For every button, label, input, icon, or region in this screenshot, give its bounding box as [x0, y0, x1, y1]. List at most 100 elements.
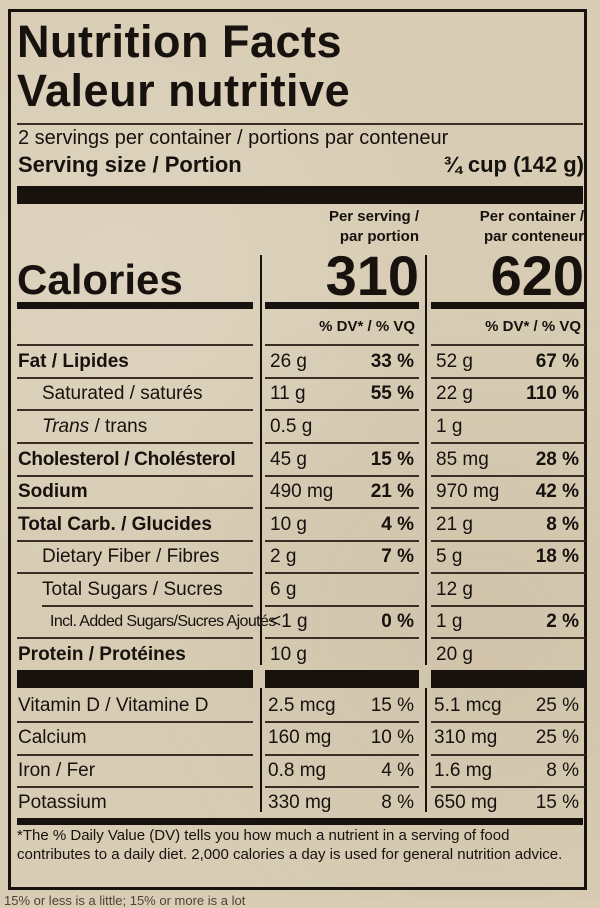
column-divider	[260, 688, 262, 812]
nutrient-name: Saturated / saturés	[42, 383, 203, 404]
column-divider	[260, 255, 262, 665]
container-dv: 8 %	[546, 514, 579, 535]
row-divider	[431, 572, 585, 574]
row-divider	[265, 475, 419, 477]
row-divider	[431, 344, 585, 346]
serving-dv: 0 %	[381, 611, 414, 632]
title-french: Valeur nutritive	[17, 65, 351, 116]
row-divider	[17, 409, 253, 411]
serving-amount: 0.5 g	[270, 416, 313, 437]
col-per-container-line2: par conteneur	[483, 228, 584, 245]
dv-header-container: % DV* / % VQ	[485, 318, 581, 335]
container-amount: 1 g	[436, 611, 463, 632]
row-divider	[431, 754, 585, 756]
container-amount: 1 g	[436, 416, 463, 437]
footnote-text: *The % Daily Value (DV) tells you how mu…	[17, 827, 563, 863]
thick-divider	[431, 670, 585, 688]
row-divider	[17, 344, 253, 346]
row-divider	[17, 721, 253, 723]
calories-per-serving: 310	[325, 244, 419, 307]
container-dv: 25 %	[535, 727, 579, 748]
row-divider	[42, 605, 253, 607]
vitamin-row-calcium: Calcium 160 mg 10 % 310 mg 25 %	[0, 722, 600, 754]
nutrient-row-trans: Trans / trans 0.5 g 1 g	[0, 411, 600, 443]
calories-bar	[265, 302, 419, 309]
container-amount: 1.6 mg	[434, 760, 493, 781]
nutrient-name: Cholesterol / Cholésterol	[18, 449, 236, 470]
divider	[17, 123, 583, 125]
container-dv: 67 %	[535, 351, 579, 372]
servings-per-container: 2 servings per container / portions par …	[18, 127, 449, 149]
row-divider	[431, 786, 585, 788]
nutrient-row-fiber: Dietary Fiber / Fibres 2 g 7 % 5 g 18 %	[0, 541, 600, 573]
nutrient-row-added-sugars: Incl. Added Sugars/Sucres Ajoutés <1 g 0…	[0, 606, 600, 638]
col-per-container-header: Per container / par conteneur	[480, 207, 584, 247]
calories-bar	[17, 302, 253, 309]
vitamin-row-potassium: Potassium 330 mg 8 % 650 mg 15 %	[0, 787, 600, 819]
thick-divider	[17, 186, 583, 204]
serving-size-label: Serving size / Portion	[18, 152, 242, 177]
nutrient-name: Protein / Protéines	[18, 644, 186, 665]
serving-dv: 4 %	[381, 760, 414, 781]
thick-divider	[265, 670, 419, 688]
column-divider	[425, 688, 427, 812]
row-divider	[431, 409, 585, 411]
row-divider	[265, 721, 419, 723]
row-divider	[431, 475, 585, 477]
column-divider	[425, 255, 427, 665]
row-divider	[17, 507, 253, 509]
row-divider	[17, 442, 253, 444]
container-dv: 8 %	[546, 760, 579, 781]
calories-bar	[431, 302, 585, 309]
serving-amount: 490 mg	[270, 481, 334, 502]
container-amount: 970 mg	[436, 481, 500, 502]
row-divider	[265, 409, 419, 411]
row-divider	[265, 786, 419, 788]
serving-dv: 7 %	[381, 546, 414, 567]
serving-amount: 11 g	[270, 383, 306, 404]
col-per-container-line1: Per container /	[479, 208, 584, 225]
vitamin-name: Potassium	[18, 792, 107, 813]
row-divider	[431, 637, 585, 639]
nutrient-row-carbs: Total Carb. / Glucides 10 g 4 % 21 g 8 %	[0, 509, 600, 541]
nutrient-row-sodium: Sodium 490 mg 21 % 970 mg 42 %	[0, 476, 600, 508]
row-divider	[265, 605, 419, 607]
container-amount: 52 g	[436, 351, 473, 372]
container-amount: 650 mg	[434, 792, 498, 813]
serving-amount: 0.8 mg	[268, 760, 327, 781]
vitamin-row-iron: Iron / Fer 0.8 mg 4 % 1.6 mg 8 %	[0, 755, 600, 787]
container-amount: 5.1 mcg	[434, 695, 502, 716]
serving-dv: 21 %	[370, 481, 414, 502]
row-divider	[431, 540, 585, 542]
serving-amount: 26 g	[270, 351, 307, 372]
row-divider	[431, 507, 585, 509]
col-per-serving-line2: par portion	[339, 228, 419, 245]
row-divider	[265, 754, 419, 756]
row-divider	[17, 475, 253, 477]
nutrient-name: Fat / Lipides	[18, 351, 129, 372]
title-english: Nutrition Facts	[17, 16, 343, 67]
nutrient-row-protein: Protein / Protéines 10 g 20 g	[0, 639, 600, 671]
serving-size-value: ¾ cup (142 g)	[443, 152, 584, 177]
row-divider	[431, 377, 585, 379]
container-dv: 2 %	[546, 611, 579, 632]
nutrient-name: Trans / trans	[42, 411, 147, 443]
row-divider	[265, 507, 419, 509]
vitamin-row-vitamin-d: Vitamin D / Vitamine D 2.5 mcg 15 % 5.1 …	[0, 690, 600, 722]
row-divider	[17, 786, 253, 788]
container-dv: 18 %	[535, 546, 579, 567]
vitamin-name: Iron / Fer	[18, 760, 96, 781]
calories-per-container: 620	[490, 244, 584, 307]
calories-label: Calories	[17, 256, 183, 303]
nutrient-row-cholesterol: Cholesterol / Cholésterol 45 g 15 % 85 m…	[0, 444, 600, 476]
nutrient-name: Dietary Fiber / Fibres	[42, 546, 220, 567]
row-divider	[265, 540, 419, 542]
row-divider	[17, 637, 253, 639]
row-divider	[265, 344, 419, 346]
nutrient-name: Total Carb. / Glucides	[18, 514, 212, 535]
serving-dv: 8 %	[381, 792, 414, 813]
row-divider	[265, 442, 419, 444]
trans-italic: Trans	[42, 416, 90, 437]
container-dv: 15 %	[535, 792, 579, 813]
serving-amount: 6 g	[270, 579, 297, 600]
